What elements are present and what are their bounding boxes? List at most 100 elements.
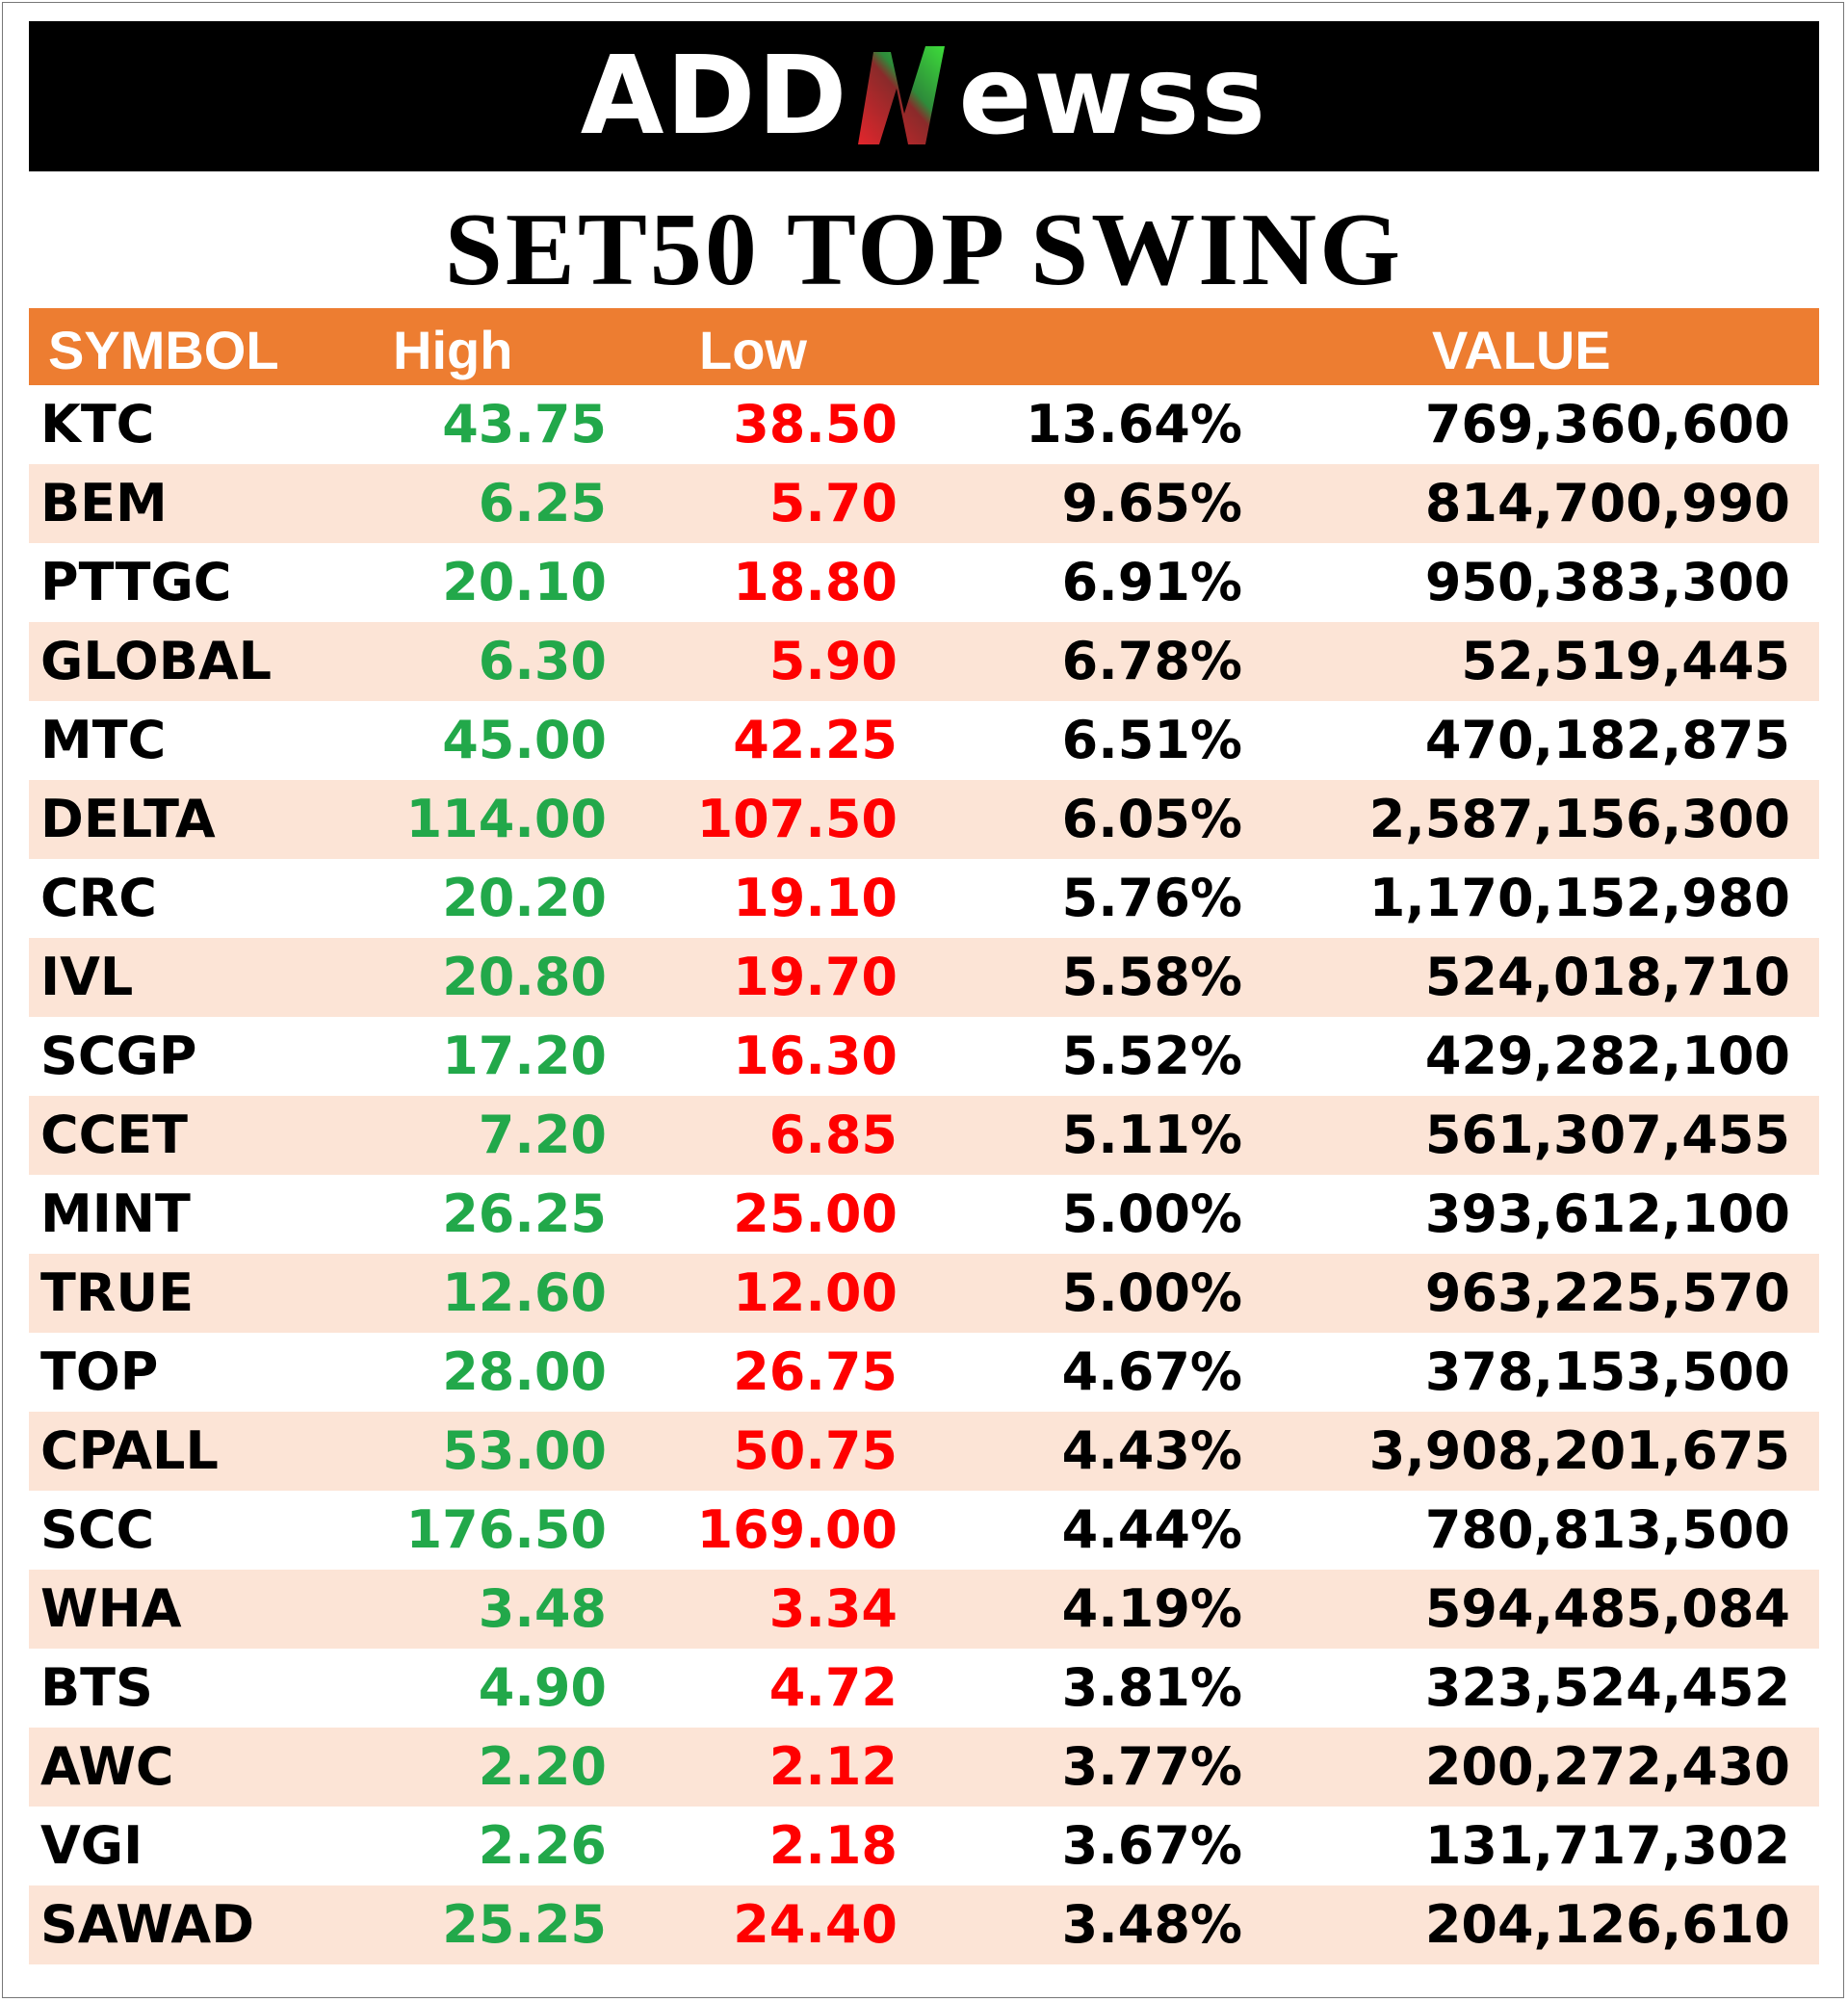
- swing-pct-cell: 6.05%: [1061, 789, 1242, 849]
- high-cell: 20.80: [442, 947, 607, 1007]
- high-cell: 2.26: [478, 1815, 607, 1876]
- swing-pct-cell: 3.67%: [1061, 1815, 1242, 1876]
- swing-pct-cell: 6.51%: [1061, 710, 1242, 770]
- low-cell: 38.50: [733, 394, 898, 455]
- swing-pct-cell: 4.67%: [1061, 1341, 1242, 1402]
- value-cell: 814,700,990: [1424, 473, 1790, 533]
- table-row: SCGP 17.20 16.30 5.52% 429,282,100: [29, 1017, 1819, 1096]
- value-cell: 780,813,500: [1424, 1499, 1790, 1560]
- table-row: BEM 6.25 5.70 9.65% 814,700,990: [29, 464, 1819, 543]
- high-cell: 7.20: [478, 1105, 607, 1165]
- high-cell: 3.48: [478, 1578, 607, 1639]
- table-row: TOP 28.00 26.75 4.67% 378,153,500: [29, 1333, 1819, 1412]
- table-row: DELTA 114.00 107.50 6.05% 2,587,156,300: [29, 780, 1819, 859]
- table-row: SAWAD 25.25 24.40 3.48% 204,126,610: [29, 1885, 1819, 1964]
- table-row: MTC 45.00 42.25 6.51% 470,182,875: [29, 701, 1819, 780]
- low-cell: 3.34: [768, 1578, 898, 1639]
- value-cell: 769,360,600: [1424, 394, 1790, 455]
- header-symbol: SYMBOL: [48, 320, 279, 380]
- table-row: CCET 7.20 6.85 5.11% 561,307,455: [29, 1096, 1819, 1175]
- page-title: SET50 TOP SWING: [444, 193, 1404, 307]
- symbol-cell: IVL: [40, 947, 134, 1007]
- symbol-cell: BTS: [40, 1657, 153, 1718]
- value-cell: 950,383,300: [1424, 552, 1790, 612]
- table-row: CRC 20.20 19.10 5.76% 1,170,152,980: [29, 859, 1819, 938]
- logo-text-ewss: ewss: [958, 34, 1268, 159]
- low-cell: 12.00: [733, 1262, 898, 1323]
- logo-n-mark-icon: [858, 46, 946, 144]
- high-cell: 20.10: [442, 552, 607, 612]
- value-cell: 470,182,875: [1424, 710, 1790, 770]
- swing-pct-cell: 5.76%: [1061, 868, 1242, 928]
- symbol-cell: TRUE: [40, 1262, 195, 1323]
- swing-pct-cell: 3.48%: [1061, 1894, 1242, 1955]
- low-cell: 50.75: [733, 1420, 898, 1481]
- low-cell: 169.00: [696, 1499, 898, 1560]
- value-cell: 200,272,430: [1424, 1736, 1790, 1797]
- value-cell: 131,717,302: [1424, 1815, 1790, 1876]
- swing-pct-cell: 3.77%: [1061, 1736, 1242, 1797]
- symbol-cell: GLOBAL: [40, 631, 273, 691]
- low-cell: 5.70: [768, 473, 898, 533]
- low-cell: 16.30: [733, 1026, 898, 1086]
- swing-pct-cell: 6.91%: [1061, 552, 1242, 612]
- table-row: CPALL 53.00 50.75 4.43% 3,908,201,675: [29, 1412, 1819, 1491]
- low-cell: 19.70: [733, 947, 898, 1007]
- symbol-cell: SCC: [40, 1499, 155, 1560]
- swing-pct-cell: 13.64%: [1026, 394, 1242, 455]
- symbol-cell: VGI: [40, 1815, 143, 1876]
- low-cell: 107.50: [696, 789, 898, 849]
- swing-pct-cell: 5.52%: [1061, 1026, 1242, 1086]
- high-cell: 28.00: [442, 1341, 607, 1402]
- high-cell: 114.00: [405, 789, 607, 849]
- high-cell: 2.20: [478, 1736, 607, 1797]
- symbol-cell: PTTGC: [40, 552, 232, 612]
- table-row: WHA 3.48 3.34 4.19% 594,485,084: [29, 1570, 1819, 1649]
- value-cell: 378,153,500: [1424, 1341, 1790, 1402]
- high-cell: 12.60: [442, 1262, 607, 1323]
- value-cell: 561,307,455: [1424, 1105, 1790, 1165]
- high-cell: 6.30: [478, 631, 607, 691]
- symbol-cell: MTC: [40, 710, 167, 770]
- symbol-cell: WHA: [40, 1578, 182, 1639]
- swing-pct-cell: 5.00%: [1061, 1183, 1242, 1244]
- value-cell: 429,282,100: [1424, 1026, 1790, 1086]
- symbol-cell: CPALL: [40, 1420, 219, 1481]
- table-row: KTC 43.75 38.50 13.64% 769,360,600: [29, 385, 1819, 464]
- high-cell: 25.25: [442, 1894, 607, 1955]
- high-cell: 4.90: [478, 1657, 607, 1718]
- swing-pct-cell: 9.65%: [1061, 473, 1242, 533]
- symbol-cell: KTC: [40, 394, 155, 455]
- symbol-cell: BEM: [40, 473, 168, 533]
- table-header: SYMBOL High Low VALUE: [29, 308, 1819, 385]
- high-cell: 43.75: [442, 394, 607, 455]
- table-row: GLOBAL 6.30 5.90 6.78% 52,519,445: [29, 622, 1819, 701]
- swing-pct-cell: 4.43%: [1061, 1420, 1242, 1481]
- brand-logo: ADD ewss: [581, 34, 1267, 159]
- high-cell: 20.20: [442, 868, 607, 928]
- symbol-cell: SCGP: [40, 1026, 197, 1086]
- table-row: VGI 2.26 2.18 3.67% 131,717,302: [29, 1807, 1819, 1885]
- high-cell: 6.25: [478, 473, 607, 533]
- table-row: SCC 176.50 169.00 4.44% 780,813,500: [29, 1491, 1819, 1570]
- swing-table: SYMBOL High Low VALUE KTC 43.75 38.50 13.64…: [29, 308, 1819, 1964]
- high-cell: 176.50: [405, 1499, 607, 1560]
- table-row: BTS 4.90 4.72 3.81% 323,524,452: [29, 1649, 1819, 1728]
- swing-pct-cell: 6.78%: [1061, 631, 1242, 691]
- low-cell: 25.00: [733, 1183, 898, 1244]
- symbol-cell: CRC: [40, 868, 157, 928]
- header-high: High: [393, 320, 513, 380]
- low-cell: 4.72: [768, 1657, 898, 1718]
- low-cell: 24.40: [733, 1894, 898, 1955]
- symbol-cell: MINT: [40, 1183, 191, 1244]
- swing-pct-cell: 4.19%: [1061, 1578, 1242, 1639]
- low-cell: 42.25: [733, 710, 898, 770]
- low-cell: 18.80: [733, 552, 898, 612]
- value-cell: 963,225,570: [1424, 1262, 1790, 1323]
- logo-banner: ADD ewss: [29, 21, 1819, 171]
- value-cell: 1,170,152,980: [1368, 868, 1790, 928]
- symbol-cell: DELTA: [40, 789, 216, 849]
- header-value: VALUE: [1432, 320, 1611, 380]
- value-cell: 594,485,084: [1424, 1578, 1790, 1639]
